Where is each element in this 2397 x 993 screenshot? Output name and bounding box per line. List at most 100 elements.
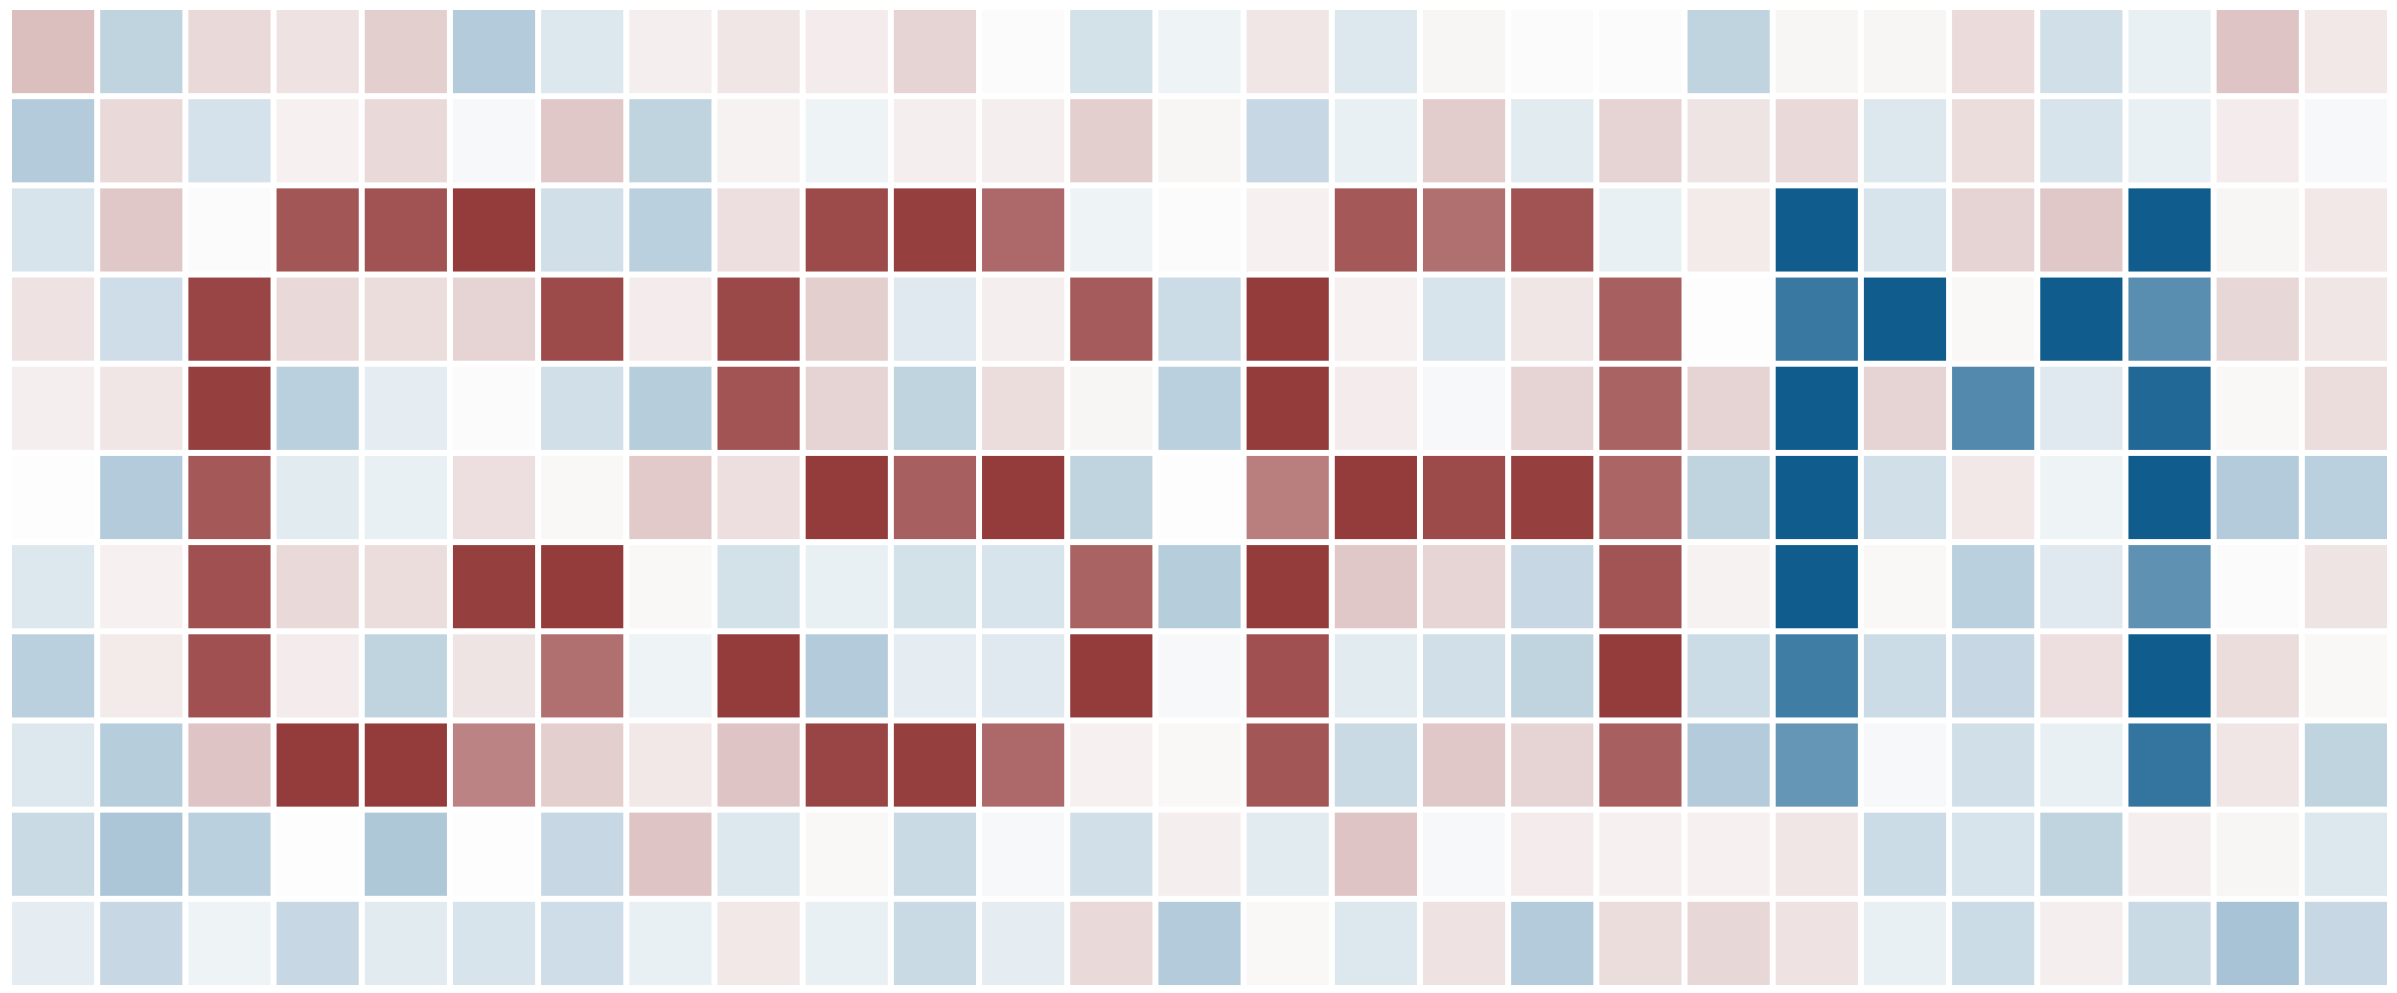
heatmap-cell-r5-c15	[1334, 455, 1417, 540]
heatmap-cell-r2-c7	[629, 188, 712, 272]
heatmap-cell-r1-c22	[1952, 99, 2035, 183]
heatmap-cell-r8-c8	[717, 723, 800, 807]
heatmap-cell-r9-c2	[188, 812, 271, 896]
heatmap-cell-r3-c15	[1334, 277, 1417, 361]
heatmap-cell-r6-c9	[805, 545, 888, 629]
heatmap-cell-r3-c19	[1687, 277, 1770, 361]
heatmap-cell-r3-c14	[1246, 277, 1329, 361]
heatmap-cell-r5-c12	[1070, 455, 1153, 540]
heatmap-cell-r0-c6	[541, 10, 624, 94]
heatmap-cell-r5-c6	[541, 455, 624, 540]
heatmap-cell-r10-c21	[1863, 901, 1947, 985]
heatmap-cell-r7-c22	[1952, 634, 2035, 718]
heatmap-cell-r1-c16	[1422, 99, 1506, 183]
heatmap-cell-r1-c17	[1511, 99, 1594, 183]
heatmap-cell-r7-c2	[188, 634, 271, 718]
heatmap-cell-r5-c1	[100, 455, 183, 540]
heatmap-cell-r0-c16	[1422, 10, 1506, 94]
heatmap-cell-r6-c18	[1599, 545, 1682, 629]
heatmap-cell-r2-c1	[100, 188, 183, 272]
heatmap-cell-r5-c4	[364, 455, 447, 540]
heatmap-cell-r10-c4	[364, 901, 447, 985]
heatmap-cell-r6-c22	[1952, 545, 2035, 629]
heatmap-cell-r5-c18	[1599, 455, 1682, 540]
heatmap-cell-r0-c12	[1070, 10, 1153, 94]
heatmap-cell-r2-c13	[1158, 188, 1241, 272]
heatmap-cell-r6-c7	[629, 545, 712, 629]
heatmap-cell-r2-c20	[1775, 188, 1858, 272]
heatmap-cell-r8-c12	[1070, 723, 1153, 807]
heatmap-cell-r0-c22	[1952, 10, 2035, 94]
heatmap-cell-r0-c3	[276, 10, 359, 94]
heatmap-cell-r9-c6	[541, 812, 624, 896]
heatmap-cell-r1-c14	[1246, 99, 1329, 183]
heatmap-cell-r9-c20	[1775, 812, 1858, 896]
heatmap-cell-r0-c25	[2216, 10, 2299, 94]
heatmap-cell-r9-c4	[364, 812, 447, 896]
heatmap-cell-r8-c22	[1952, 723, 2035, 807]
heatmap-cell-r6-c13	[1158, 545, 1241, 629]
heatmap-cell-r10-c2	[188, 901, 271, 985]
heatmap-cell-r1-c13	[1158, 99, 1241, 183]
heatmap-cell-r10-c0	[12, 901, 95, 985]
heatmap-cell-r9-c5	[452, 812, 536, 896]
heatmap-cell-r10-c17	[1511, 901, 1594, 985]
heatmap-cell-r10-c8	[717, 901, 800, 985]
heatmap-cell-r2-c11	[982, 188, 1065, 272]
heatmap-cell-r4-c20	[1775, 366, 1858, 450]
heatmap-cell-r0-c15	[1334, 10, 1417, 94]
heatmap-cell-r10-c15	[1334, 901, 1417, 985]
heatmap-cell-r7-c15	[1334, 634, 1417, 718]
heatmap-cell-r5-c19	[1687, 455, 1770, 540]
heatmap-cell-r1-c11	[982, 99, 1065, 183]
heatmap-cell-r6-c14	[1246, 545, 1329, 629]
heatmap-cell-r9-c3	[276, 812, 359, 896]
heatmap-cell-r10-c26	[2304, 901, 2387, 985]
heatmap-cell-r4-c12	[1070, 366, 1153, 450]
heatmap-cell-r6-c8	[717, 545, 800, 629]
heatmap-cell-r0-c23	[2040, 10, 2123, 94]
heatmap-cell-r9-c23	[2040, 812, 2123, 896]
heatmap-cell-r6-c12	[1070, 545, 1153, 629]
heatmap-cell-r8-c6	[541, 723, 624, 807]
heatmap-cell-r4-c3	[276, 366, 359, 450]
heatmap-cell-r5-c5	[452, 455, 536, 540]
heatmap-cell-r3-c17	[1511, 277, 1594, 361]
heatmap-cell-r5-c2	[188, 455, 271, 540]
heatmap-cell-r4-c0	[12, 366, 95, 450]
heatmap-cell-r9-c10	[893, 812, 977, 896]
heatmap-cell-r4-c9	[805, 366, 888, 450]
heatmap-cell-r9-c1	[100, 812, 183, 896]
heatmap-cell-r2-c21	[1863, 188, 1947, 272]
heatmap-cell-r0-c2	[188, 10, 271, 94]
heatmap-cell-r4-c23	[2040, 366, 2123, 450]
heatmap-cell-r7-c18	[1599, 634, 1682, 718]
heatmap-cell-r0-c9	[805, 10, 888, 94]
heatmap-cell-r4-c15	[1334, 366, 1417, 450]
heatmap-cell-r4-c26	[2304, 366, 2387, 450]
heatmap-cell-r3-c9	[805, 277, 888, 361]
heatmap-cell-r0-c4	[364, 10, 447, 94]
heatmap-cell-r2-c8	[717, 188, 800, 272]
heatmap-cell-r3-c18	[1599, 277, 1682, 361]
heatmap-cell-r10-c22	[1952, 901, 2035, 985]
heatmap-cell-r0-c26	[2304, 10, 2387, 94]
heatmap-cell-r5-c21	[1863, 455, 1947, 540]
heatmap-cell-r6-c1	[100, 545, 183, 629]
heatmap-cell-r9-c9	[805, 812, 888, 896]
heatmap-cell-r2-c18	[1599, 188, 1682, 272]
heatmap-cell-r6-c3	[276, 545, 359, 629]
heatmap-cell-r5-c8	[717, 455, 800, 540]
heatmap-cell-r10-c9	[805, 901, 888, 985]
heatmap-cell-r9-c19	[1687, 812, 1770, 896]
heatmap-cell-r0-c0	[12, 10, 95, 94]
heatmap-cell-r1-c20	[1775, 99, 1858, 183]
heatmap-cell-r7-c1	[100, 634, 183, 718]
heatmap-cell-r2-c16	[1422, 188, 1506, 272]
heatmap-cell-r2-c17	[1511, 188, 1594, 272]
heatmap-cell-r7-c4	[364, 634, 447, 718]
heatmap-cell-r2-c25	[2216, 188, 2299, 272]
heatmap-cell-r5-c22	[1952, 455, 2035, 540]
heatmap-cell-r0-c20	[1775, 10, 1858, 94]
heatmap-cell-r9-c8	[717, 812, 800, 896]
